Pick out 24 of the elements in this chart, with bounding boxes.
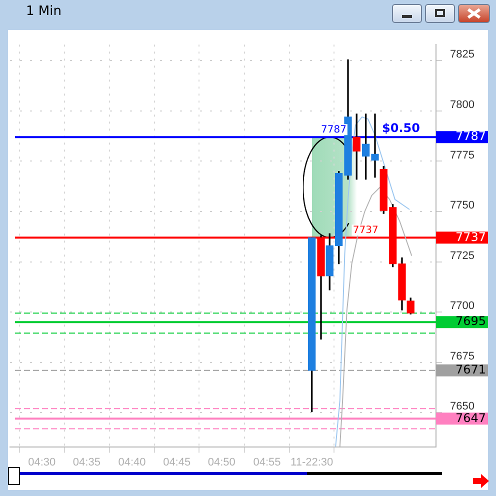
annotation: 7787 bbox=[320, 124, 346, 136]
y-tick-label: 7825 bbox=[450, 48, 474, 61]
y-tick-label: 7650 bbox=[450, 400, 474, 413]
ref-line-label: 7787 bbox=[455, 129, 486, 144]
x-tick-label: 04:50 bbox=[208, 456, 236, 468]
y-tick-label: 7700 bbox=[450, 300, 474, 312]
ref-line-label: 7737 bbox=[455, 230, 486, 244]
x-tick-label: 04:45 bbox=[163, 456, 191, 468]
x-tick-label: 11-22:30 bbox=[290, 456, 334, 468]
x-tick-label: 04:55 bbox=[253, 456, 281, 468]
x-tick-label: 04:30 bbox=[28, 456, 56, 468]
annotation: $0.50 bbox=[382, 121, 420, 136]
y-tick-label: 7800 bbox=[450, 98, 474, 111]
ref-line-label: 7647 bbox=[455, 410, 486, 425]
y-tick-label: 7775 bbox=[450, 149, 474, 162]
annotation: 7737 bbox=[352, 225, 378, 236]
chart-title: 1 Min bbox=[26, 4, 62, 19]
y-tick-label: 7725 bbox=[450, 250, 474, 262]
x-tick-label: 04:35 bbox=[72, 456, 100, 468]
ref-line-label: 7695 bbox=[455, 314, 486, 328]
ref-line-label: 7671 bbox=[455, 362, 486, 377]
y-tick-label: 7750 bbox=[450, 200, 474, 212]
y-tick-label: 7675 bbox=[450, 350, 474, 362]
x-tick-label: 04:40 bbox=[118, 456, 146, 468]
